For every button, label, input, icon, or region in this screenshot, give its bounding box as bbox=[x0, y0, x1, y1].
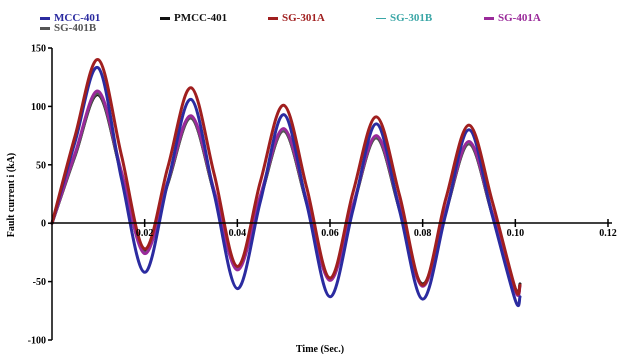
y-tick-label: 50 bbox=[36, 160, 46, 171]
legend-label: PMCC-401 bbox=[174, 12, 228, 24]
series-layer bbox=[50, 58, 522, 308]
x-tick-label: 0.08 bbox=[414, 228, 432, 239]
legend-item-sg-301a: SG-301A bbox=[268, 13, 325, 24]
series-line-mcc-401 bbox=[50, 66, 522, 308]
legend-swatch bbox=[160, 17, 170, 20]
x-tick-label: 0.12 bbox=[599, 228, 617, 239]
legend-swatch bbox=[40, 17, 50, 20]
legend-item-mcc-401: MCC-401 bbox=[40, 13, 100, 24]
legend-label: SG-401B bbox=[54, 22, 97, 34]
legend-label: SG-301B bbox=[390, 12, 433, 24]
x-tick-label: 0.10 bbox=[507, 228, 525, 239]
y-tick-label: -100 bbox=[28, 336, 46, 347]
legend-swatch bbox=[484, 17, 494, 20]
legend-item-sg-401a: SG-401A bbox=[484, 13, 541, 24]
legend-item-sg-301b: SG-301B bbox=[376, 13, 432, 24]
y-tick-label: 0 bbox=[41, 219, 46, 230]
series-line-sg-301a bbox=[50, 58, 522, 296]
legend-label: MCC-401 bbox=[54, 12, 101, 24]
y-tick-label: 150 bbox=[31, 44, 46, 55]
y-axis-title: Fault current i (kA) bbox=[6, 153, 17, 238]
legend-item-pmcc-401: PMCC-401 bbox=[160, 13, 227, 24]
legend-label: SG-401A bbox=[498, 12, 541, 24]
x-tick-label: 0.02 bbox=[136, 228, 154, 239]
legend-swatch bbox=[376, 18, 386, 19]
legend-swatch bbox=[40, 27, 50, 30]
y-tick-label: -50 bbox=[33, 277, 46, 288]
legend-item-sg-401b: SG-401B bbox=[40, 23, 96, 34]
y-tick-label: 100 bbox=[31, 102, 46, 113]
x-axis-title: Time (Sec.) bbox=[296, 344, 344, 354]
ticks-layer: 0.02 0.04 0.06 0.08 0.10 0.12 -100 -50 0 50 100 150 bbox=[28, 44, 617, 347]
legend-label: SG-301A bbox=[282, 12, 325, 24]
legend-swatch bbox=[268, 17, 278, 20]
x-tick-label: 0.04 bbox=[229, 228, 247, 239]
x-tick-label: 0.06 bbox=[321, 228, 339, 239]
